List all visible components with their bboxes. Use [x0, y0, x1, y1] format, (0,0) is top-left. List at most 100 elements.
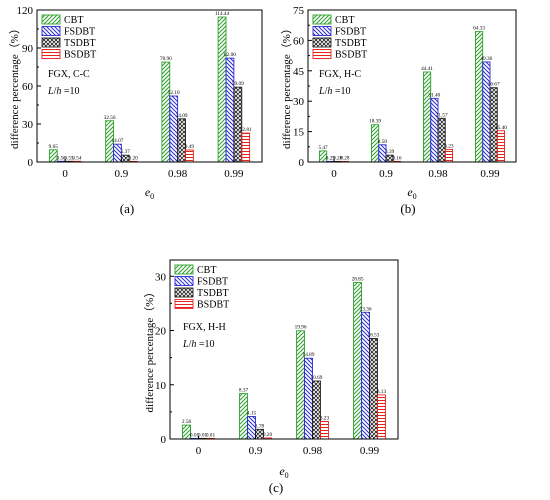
bar-bsdbt-2 [320, 421, 329, 440]
bar-fsdbt-3 [482, 61, 491, 163]
legend-label-bsdbt: BSDBT [197, 300, 229, 311]
legend-swatch-bsdbt [312, 49, 332, 59]
data-label: 28.85 [352, 277, 364, 283]
y-tick-label: 75 [293, 5, 305, 17]
bar-tsdbt-2 [312, 380, 321, 440]
data-label: 14.89 [303, 352, 315, 358]
annotation-ratio: L/h =10 [318, 86, 350, 97]
y-tick-label: 10 [155, 380, 167, 392]
data-label: 44.41 [421, 66, 433, 72]
data-label: 32.56 [104, 115, 116, 121]
x-tick-label: 0.9 [249, 445, 263, 457]
chart-panel-2: 5.47 18.39 44.41 64.33 0.29 8.50 31.40 49.36 0.2… [280, 5, 517, 216]
data-label: 49.36 [480, 56, 492, 62]
bar-fsdbt-3 [225, 57, 235, 163]
data-label: 3.23 [320, 415, 330, 421]
data-label: 114.44 [215, 11, 230, 17]
x-tick-label: 0.9 [115, 168, 129, 180]
y-tick-label: 45 [293, 66, 305, 78]
data-label: 23.36 [360, 306, 372, 312]
legend-label-fsdbt: FSDBT [197, 277, 228, 288]
data-label: 0.01 [206, 432, 216, 438]
y-tick-label: 60 [22, 81, 34, 93]
legend-label-cbt: CBT [64, 15, 83, 26]
bar-cbt-2 [422, 71, 432, 163]
bar-cbt-2 [296, 330, 305, 440]
chart-panel-1: 9.65 32.56 78.90 114.44 0.56 14.07 52.10 82.00 0… [8, 5, 263, 216]
y-tick-label: 30 [293, 96, 305, 108]
data-label: 2.56 [182, 419, 192, 425]
data-label: 0.28 [340, 155, 350, 161]
bar-tsdbt-2 [177, 118, 186, 163]
x-axis-label: e0 [145, 185, 154, 201]
data-label: 0.01 [190, 432, 200, 438]
legend-swatch-bsdbt [41, 49, 61, 59]
y-axis-label: difference percentage（%） [143, 287, 156, 413]
legend-label-cbt: CBT [335, 15, 354, 26]
chart-panel-3: 2.56 8.37 19.96 28.85 0.01 4.15 14.89 23.36 0.01… [143, 259, 399, 495]
panel-label: (a) [120, 201, 134, 216]
plot-frame [169, 259, 399, 440]
data-label: 36.67 [488, 82, 500, 88]
x-tick-label: 0.98 [428, 168, 448, 180]
y-tick-label: 0 [28, 157, 34, 169]
legend-swatch-tsdbt [174, 287, 194, 298]
legend-label-cbt: CBT [197, 265, 216, 276]
x-tick-label: 0.99 [480, 168, 500, 180]
bar-bsdbt-2 [185, 149, 194, 163]
data-label: 22.81 [240, 127, 252, 133]
x-tick-label: 0.99 [360, 445, 380, 457]
data-label: 5.37 [121, 149, 131, 155]
bar-tsdbt-2 [437, 117, 446, 163]
legend-label-bsdbt: BSDBT [335, 50, 367, 61]
x-tick-label: 0 [331, 168, 337, 180]
data-label: 0.16 [392, 155, 402, 161]
data-label: 6.23 [444, 143, 454, 149]
panel-label: (c) [269, 480, 283, 495]
bar-bsdbt-3 [377, 394, 386, 440]
legend-label-tsdbt: TSDBT [335, 38, 367, 49]
data-label: 52.10 [168, 90, 180, 96]
annotation-config: FGX, H-C [319, 69, 362, 80]
x-tick-label: 0.99 [224, 168, 244, 180]
annotation-ratio: L/h =10 [47, 86, 79, 97]
x-tick-label: 0.98 [303, 445, 323, 457]
data-label: 31.40 [428, 92, 440, 98]
data-label: 0.20 [263, 432, 273, 438]
y-tick-label: 90 [22, 43, 34, 55]
x-tick-label: 0 [196, 445, 202, 457]
data-label: 59.09 [232, 81, 244, 87]
legend-swatch-fsdbt [312, 26, 332, 36]
data-label: 5.47 [318, 145, 328, 151]
panel-label: (b) [400, 201, 415, 216]
y-tick-label: 30 [155, 271, 167, 283]
y-tick-label: 15 [293, 127, 305, 139]
y-tick-label: 120 [17, 5, 34, 17]
annotation-ratio: L/h =10 [182, 339, 214, 350]
bar-fsdbt-2 [430, 97, 439, 163]
data-label: 18.39 [369, 119, 381, 125]
data-label: 64.33 [473, 26, 485, 32]
legend-swatch-cbt [174, 264, 194, 275]
data-label: 0.29 [326, 155, 336, 161]
legend-label-fsdbt: FSDBT [335, 27, 366, 38]
x-tick-label: 0.9 [379, 168, 393, 180]
legend-swatch-cbt [41, 14, 61, 25]
legend-swatch-tsdbt [312, 37, 332, 48]
data-label: 9.49 [185, 144, 195, 150]
y-tick-label: 20 [155, 326, 167, 338]
legend-swatch-tsdbt [41, 37, 61, 48]
annotation-config: FGX, C-C [48, 69, 90, 80]
data-label: 8.13 [377, 389, 387, 395]
y-tick-label: 30 [22, 119, 34, 131]
y-axis-label: difference percentage（%） [280, 23, 293, 149]
bar-cbt-2 [161, 61, 171, 163]
data-label: 15.40 [495, 125, 507, 131]
data-label: 21.57 [436, 112, 448, 118]
legend-swatch-fsdbt [41, 26, 61, 36]
bar-bsdbt-2 [444, 148, 454, 163]
legend-swatch-fsdbt [174, 276, 194, 286]
data-label: 1.78 [255, 423, 265, 429]
data-label: 4.15 [247, 410, 257, 416]
